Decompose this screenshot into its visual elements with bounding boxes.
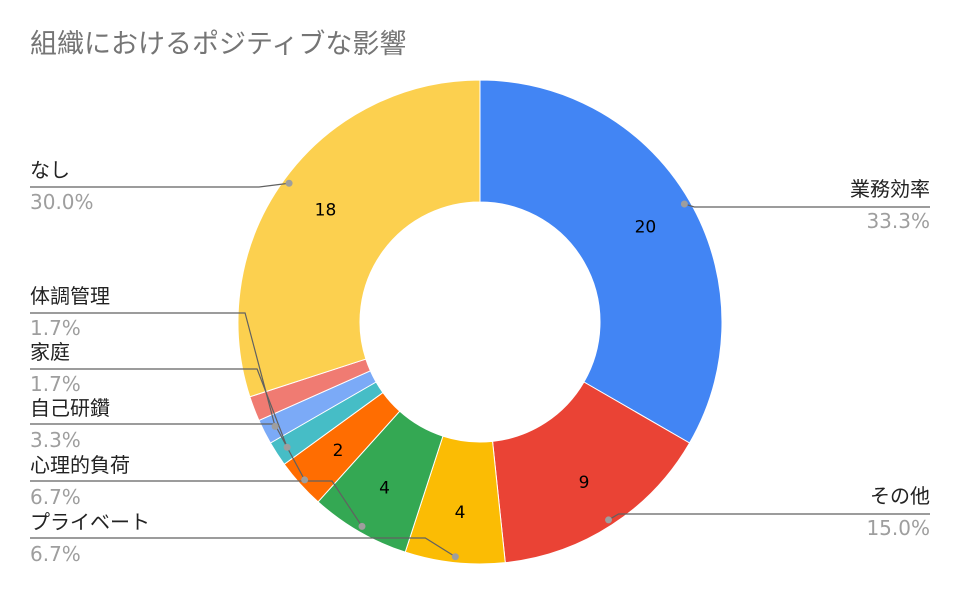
callout-percent: 1.7% — [30, 372, 81, 396]
callout-leader-line — [30, 537, 456, 558]
callout-dot — [358, 522, 366, 530]
callout-dot — [283, 443, 291, 451]
callout-dot — [680, 200, 688, 208]
slice-value-label: 20 — [635, 218, 657, 238]
callout-dot — [301, 476, 309, 484]
slices — [237, 79, 723, 565]
slice-value-label: 2 — [333, 441, 344, 461]
callout-label: 自己研鑽 — [30, 396, 110, 420]
slice-value-label: 4 — [379, 478, 390, 498]
chart-title: 組織におけるポジティブな影響 — [30, 29, 407, 60]
callout-percent: 30.0% — [30, 190, 94, 214]
slice-1 — [491, 381, 691, 564]
callout-label: 業務効率 — [850, 177, 930, 201]
slice-value-label: 4 — [455, 503, 466, 523]
callout-leader-line — [30, 480, 363, 527]
callout-label: その他 — [870, 484, 930, 508]
slice-0 — [479, 79, 723, 444]
callout-label: なし — [30, 158, 70, 182]
callout-percent: 6.7% — [30, 542, 81, 566]
slice-8 — [237, 79, 481, 398]
callout-percent: 15.0% — [866, 516, 930, 540]
callout-dot — [285, 179, 293, 187]
slice-value-label: 18 — [315, 201, 337, 221]
callout-leader-line — [30, 182, 290, 188]
callout-label: 心理的負荷 — [30, 453, 130, 477]
callout-percent: 33.3% — [866, 209, 930, 233]
slice-value-labels: 20 9 4 4 2 18 — [315, 201, 657, 523]
callout-label: 家庭 — [30, 340, 70, 364]
callout-percent: 1.7% — [30, 316, 81, 340]
callout-leader-line — [608, 513, 930, 521]
slice-value-label: 9 — [579, 473, 590, 493]
callout-label: 体調管理 — [30, 284, 110, 308]
callout-percent: 3.3% — [30, 428, 81, 452]
callout-leader-line — [684, 203, 930, 208]
callout-leader-line — [30, 312, 276, 427]
callouts: 業務効率33.3%その他15.0%プライベート6.7%心理的負荷6.7%自己研鑽… — [30, 158, 930, 566]
callout-percent: 6.7% — [30, 485, 81, 509]
callout-dot — [271, 422, 279, 430]
callout-label: プライベート — [30, 510, 150, 534]
callout-dot — [605, 516, 613, 524]
callout-leader-line — [30, 368, 288, 448]
callout-dot — [451, 553, 459, 561]
